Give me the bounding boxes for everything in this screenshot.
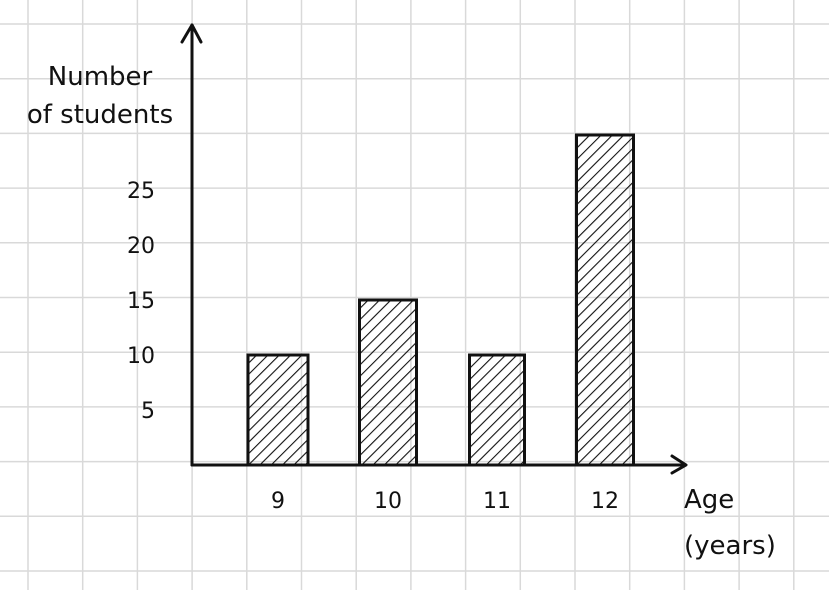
bar-11 bbox=[468, 353, 526, 467]
y-tick-label: 10 bbox=[127, 344, 155, 369]
x-tick-label: 10 bbox=[374, 489, 402, 514]
bar-9 bbox=[246, 353, 310, 467]
y-tick-label: 25 bbox=[127, 179, 155, 204]
x-axis-arrow bbox=[670, 454, 688, 475]
y-axis-arrow bbox=[180, 23, 203, 44]
x-tick-label: 12 bbox=[591, 489, 619, 514]
bars-group bbox=[246, 133, 635, 467]
bar-10 bbox=[358, 298, 418, 467]
y-axis-label: Number of students bbox=[27, 62, 173, 130]
y-tick-label: 15 bbox=[127, 289, 155, 314]
bar-12 bbox=[575, 133, 635, 467]
x-tick-label: 11 bbox=[483, 489, 511, 514]
x-tick-label: 9 bbox=[271, 489, 285, 514]
axis-label-line: of students bbox=[27, 100, 173, 130]
y-tick-label: 20 bbox=[127, 234, 155, 259]
y-tick-labels: 5 10 15 20 25 bbox=[127, 179, 155, 424]
x-axis-label: Age (years) bbox=[684, 485, 776, 561]
axis-label-line: Number bbox=[48, 62, 153, 92]
axis-label-line: (years) bbox=[684, 531, 776, 561]
x-tick-labels: 9 10 11 12 bbox=[271, 489, 619, 514]
axis-label-line: Age bbox=[684, 485, 734, 515]
y-tick-label: 5 bbox=[141, 399, 155, 424]
